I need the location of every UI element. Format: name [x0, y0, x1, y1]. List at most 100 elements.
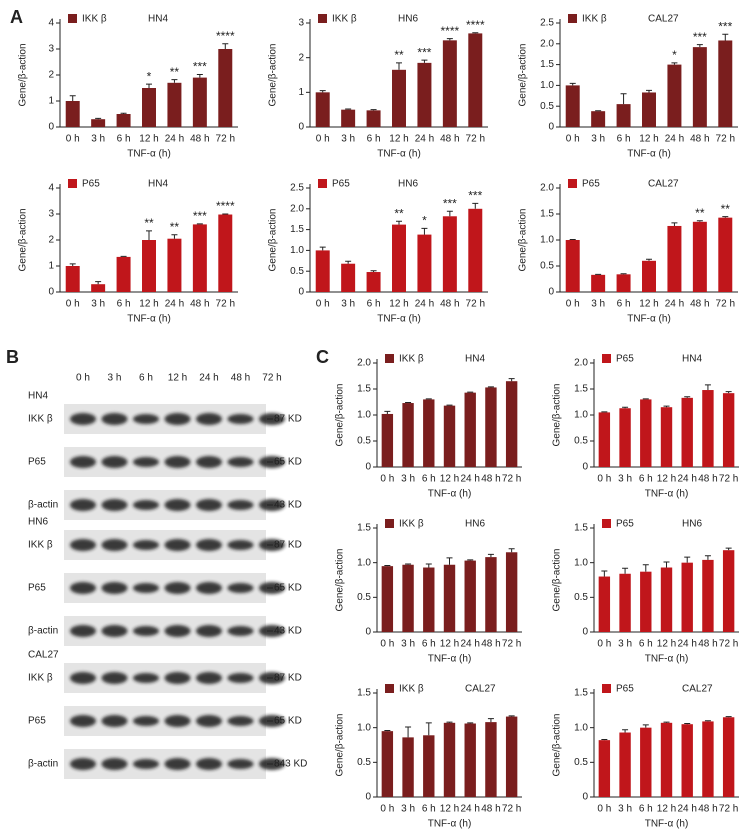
- x-tick-label: 48 h: [698, 474, 717, 485]
- blot-band: [164, 499, 191, 511]
- y-axis-label: Gene/β-action: [518, 208, 529, 271]
- x-tick-label: 48 h: [481, 804, 500, 815]
- blot-band: [133, 457, 159, 467]
- bar: [681, 724, 693, 797]
- x-axis-label: TNF-α (h): [627, 314, 671, 325]
- blot-band: [70, 582, 96, 594]
- y-tick-label: 0: [365, 462, 371, 473]
- x-tick-label: 0 h: [597, 639, 611, 650]
- y-tick-label: 0: [298, 122, 304, 133]
- size-label: 43 KD: [274, 626, 302, 637]
- lane-label: 24 h: [199, 373, 218, 384]
- chart-subtitle: HN6: [682, 519, 702, 530]
- bar: [442, 40, 457, 128]
- x-tick-label: 6 h: [639, 804, 653, 815]
- y-tick-label: 0: [48, 122, 54, 133]
- size-label: 843 KD: [274, 759, 307, 770]
- blot-band: [70, 715, 96, 727]
- y-tick-label: 1.5: [574, 384, 588, 395]
- error-bar: [601, 738, 608, 741]
- y-tick-label: 2.0: [574, 358, 588, 369]
- error-bar: [671, 222, 678, 226]
- x-tick-label: 0 h: [566, 134, 580, 145]
- bar: [218, 49, 233, 127]
- y-axis-label: Gene/β-action: [268, 208, 279, 271]
- error-bar: [171, 79, 178, 83]
- error-bar: [396, 62, 402, 70]
- bar: [692, 221, 707, 292]
- x-axis-label: TNF-α (h): [627, 149, 671, 160]
- legend-swatch: [68, 14, 77, 23]
- bar: [660, 567, 673, 632]
- y-tick-label: 0.5: [574, 757, 588, 768]
- error-bar: [472, 32, 479, 34]
- size-label: 65 KD: [274, 457, 302, 468]
- x-tick-label: 0 h: [597, 804, 611, 815]
- bar: [423, 399, 435, 467]
- bar: [366, 272, 381, 292]
- blot-band: [227, 414, 254, 424]
- blot-band: [164, 539, 191, 551]
- x-tick-label: 6 h: [117, 134, 131, 145]
- protein-label: P65: [28, 716, 46, 727]
- error-bar: [446, 721, 453, 723]
- error-bar: [704, 384, 711, 391]
- y-tick-label: 1.5: [357, 688, 371, 699]
- error-bar: [569, 238, 576, 240]
- blot-band: [227, 500, 254, 510]
- x-tick-label: 24 h: [165, 134, 184, 145]
- x-tick-label: 24 h: [677, 804, 696, 815]
- x-tick-label: 3 h: [618, 639, 632, 650]
- blot-band: [164, 413, 191, 425]
- x-tick-label: 24 h: [677, 639, 696, 650]
- significance: *: [672, 48, 677, 62]
- legend-label: P65: [616, 354, 634, 365]
- legend-swatch: [318, 179, 327, 188]
- bar: [565, 240, 580, 292]
- chart-subtitle: HN4: [148, 179, 168, 190]
- bar: [640, 727, 652, 797]
- x-tick-label: 0 h: [316, 299, 330, 310]
- significance: **: [394, 206, 404, 220]
- error-bar: [722, 33, 729, 41]
- bar: [660, 722, 673, 797]
- y-tick-label: 0: [548, 287, 554, 298]
- error-bar: [146, 230, 152, 240]
- error-bar: [69, 95, 76, 101]
- x-tick-label: 12 h: [639, 134, 658, 145]
- blot-band: [227, 759, 254, 769]
- x-axis-label: TNF-α (h): [377, 314, 421, 325]
- significance: ****: [466, 18, 485, 32]
- blot-band: [101, 672, 128, 684]
- error-bar: [446, 38, 453, 41]
- y-axis-label: Gene/β-action: [552, 383, 563, 446]
- x-tick-label: 0 h: [66, 299, 80, 310]
- error-bar: [370, 109, 377, 111]
- x-tick-label: 3 h: [341, 299, 355, 310]
- blot-band: [227, 540, 254, 550]
- x-tick-label: 6 h: [117, 299, 131, 310]
- y-tick-label: 0.5: [357, 592, 371, 603]
- significance: ***: [693, 30, 707, 44]
- error-bar: [425, 398, 432, 400]
- bar: [642, 92, 656, 127]
- lane-label: 48 h: [231, 373, 250, 384]
- x-axis-label: TNF-α (h): [428, 489, 472, 500]
- blot-band: [196, 499, 222, 511]
- bar: [381, 566, 394, 632]
- significance: ****: [216, 29, 235, 43]
- significance: **: [170, 65, 180, 79]
- blot-band: [196, 625, 222, 637]
- y-tick-label: 1.0: [540, 80, 554, 91]
- bar: [681, 562, 693, 632]
- size-label: 87 KD: [274, 414, 302, 425]
- error-bar: [472, 202, 479, 209]
- bar: [642, 260, 656, 292]
- x-tick-label: 12 h: [389, 134, 408, 145]
- x-tick-label: 12 h: [657, 639, 676, 650]
- blot-band: [227, 626, 254, 636]
- panel-label: B: [6, 347, 19, 367]
- y-tick-label: 1.5: [574, 523, 588, 534]
- error-bar: [421, 227, 428, 235]
- error-bar: [196, 223, 203, 225]
